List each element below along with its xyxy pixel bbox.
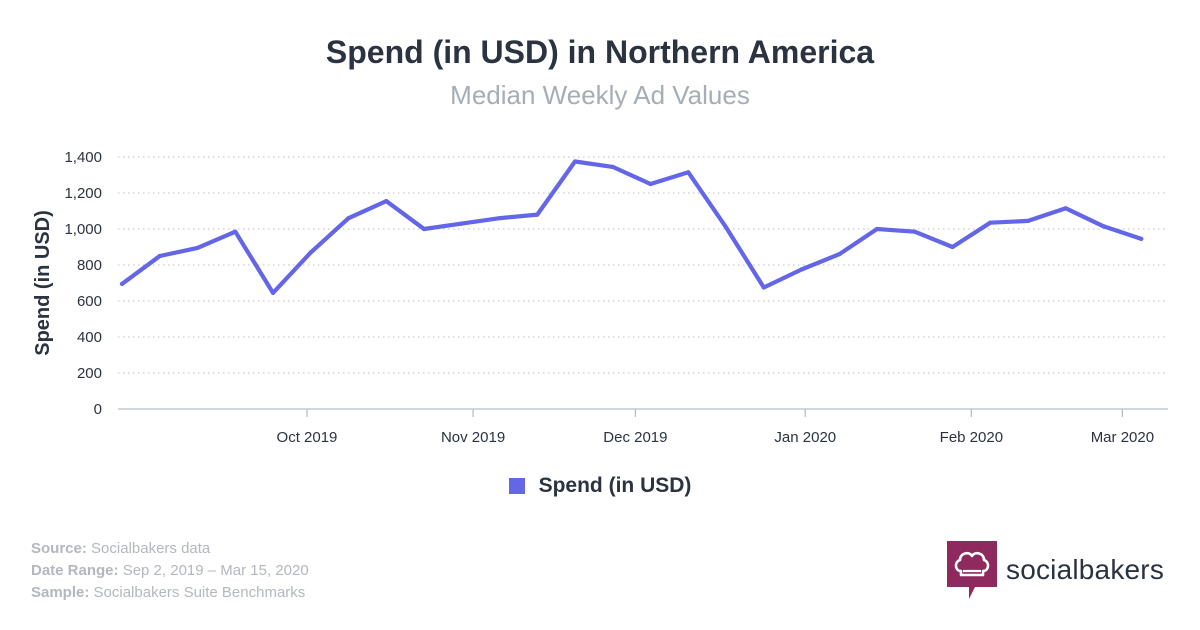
brand-name: socialbakers (1006, 554, 1165, 585)
data-point (572, 159, 578, 164)
x-tick-label: Oct 2019 (277, 429, 338, 446)
data-point (648, 181, 653, 187)
chart-legend: Spend (in USD) (0, 474, 1200, 498)
data-point (195, 245, 200, 250)
data-point (308, 250, 313, 255)
y-tick-label: 200 (77, 365, 102, 382)
legend-swatch (508, 478, 525, 494)
chart-title: Spend (in USD) in Northern America (325, 34, 875, 70)
data-point (1101, 224, 1106, 229)
data-point (610, 164, 615, 169)
data-point (459, 221, 464, 226)
chart-footer: Source: Socialbakers data Date Range: Se… (31, 538, 309, 604)
data-point (1025, 218, 1031, 223)
data-point (535, 212, 540, 217)
data-point (912, 229, 917, 234)
y-tick-label: 600 (77, 293, 102, 310)
y-tick-label: 400 (77, 329, 102, 346)
line-chart: 0 200 400 600 800 1,000 1,200 1,400 Oct 2019 Nov… (32, 149, 1168, 446)
y-axis-ticks: 0 200 400 600 800 1,000 1,200 1,400 (64, 149, 102, 418)
data-point (723, 225, 729, 230)
y-axis-label: Spend (in USD) (32, 210, 54, 356)
x-tick-label: Nov 2019 (441, 429, 505, 446)
grid-lines (118, 156, 1168, 374)
data-point (421, 226, 427, 232)
chef-hat-icon (947, 541, 997, 599)
data-point (119, 281, 125, 286)
data-point (874, 226, 880, 232)
y-tick-label: 1,200 (64, 185, 102, 202)
footer-source-label: Source: (31, 540, 87, 557)
data-point (497, 216, 502, 221)
brand-logo: socialbakers (947, 540, 1177, 600)
data-point (761, 285, 766, 290)
footer-date-range: Date Range: Sep 2, 2019 – Mar 15, 2020 (31, 560, 309, 582)
x-axis-ticks: Oct 2019 Nov 2019 Dec 2019 Jan 2020 Feb 2020… (277, 409, 1154, 446)
footer-source: Source: Socialbakers data (31, 538, 309, 560)
x-tick-label: Mar 2020 (1091, 429, 1154, 446)
chart-subtitle: Median Weekly Ad Values (450, 80, 750, 110)
x-tick-label: Dec 2019 (603, 429, 667, 446)
series-layer (119, 159, 1144, 295)
y-tick-label: 0 (94, 401, 102, 418)
y-tick-label: 1,000 (64, 221, 102, 238)
legend-label: Spend (in USD) (538, 474, 692, 497)
data-point (346, 216, 351, 221)
data-point (157, 253, 162, 259)
footer-sample: Sample: Socialbakers Suite Benchmarks (31, 582, 309, 604)
data-point (1139, 236, 1144, 241)
data-point (270, 290, 276, 295)
x-tick-label: Jan 2020 (774, 429, 836, 446)
footer-sample-value: Socialbakers Suite Benchmarks (93, 584, 306, 601)
data-point (950, 244, 955, 250)
footer-source-value: Socialbakers data (91, 540, 211, 557)
data-point (1063, 206, 1068, 211)
data-point (799, 267, 804, 272)
data-point (384, 199, 389, 204)
y-tick-label: 1,400 (64, 149, 102, 166)
footer-range-label: Date Range: (31, 562, 119, 579)
y-tick-label: 800 (77, 257, 102, 274)
data-point (233, 229, 238, 234)
footer-range-value: Sep 2, 2019 – Mar 15, 2020 (122, 562, 309, 579)
data-point (988, 220, 993, 225)
data-point (837, 252, 842, 257)
series-line-spend (119, 159, 1144, 295)
x-tick-label: Feb 2020 (940, 429, 1003, 446)
data-point (686, 170, 691, 175)
footer-sample-label: Sample: (31, 584, 90, 601)
